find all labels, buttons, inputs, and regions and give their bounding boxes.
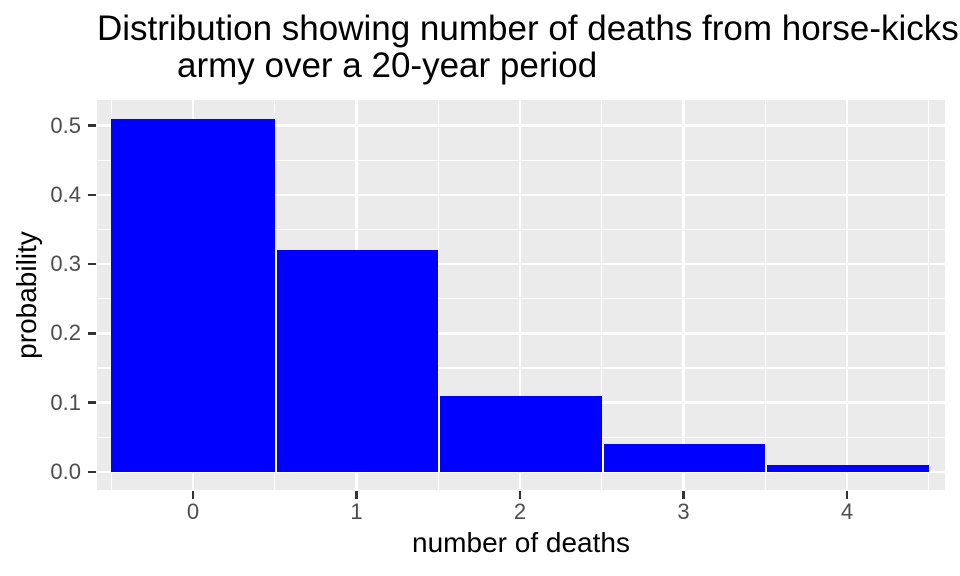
plot-title-line1: Distribution showing number of deaths fr… xyxy=(97,9,959,48)
y-tick-label: 0.5 xyxy=(50,112,81,138)
x-tick-label: 1 xyxy=(350,499,363,524)
x-tick-mark xyxy=(518,491,522,499)
y-tick-label: 0.0 xyxy=(50,459,81,484)
y-tick-mark xyxy=(88,124,96,127)
plot-title: Distribution showing number of deaths fr… xyxy=(97,10,959,84)
x-tick-label: 2 xyxy=(513,499,527,524)
minor-gridline-v xyxy=(764,100,766,490)
plot-panel xyxy=(97,100,945,490)
bar-deaths-0 xyxy=(111,118,275,472)
y-tick-mark xyxy=(88,470,96,474)
minor-gridline-v xyxy=(110,100,112,490)
x-tick-mark xyxy=(682,491,685,499)
y-tick-mark xyxy=(88,262,96,266)
bar-deaths-4 xyxy=(765,465,929,472)
bar-deaths-3 xyxy=(601,444,766,472)
y-tick-mark xyxy=(88,401,96,404)
major-gridline-v xyxy=(682,100,685,490)
x-axis-title: number of deaths xyxy=(0,528,960,558)
x-tick-label: 0 xyxy=(186,499,200,524)
minor-gridline-v xyxy=(928,100,930,490)
y-tick-mark xyxy=(88,193,96,197)
x-axis-title-text: number of deaths xyxy=(412,527,630,558)
y-tick-label: 0.2 xyxy=(50,320,81,346)
plot-title-line2: army over a 20-year period xyxy=(177,46,598,85)
x-tick-mark xyxy=(355,491,358,499)
y-tick-label: 0.3 xyxy=(50,251,81,277)
x-tick-mark xyxy=(191,491,195,499)
major-gridline-v xyxy=(845,100,849,490)
y-tick-label: 0.1 xyxy=(50,389,81,415)
x-tick-mark xyxy=(845,491,849,499)
bar-deaths-2 xyxy=(438,395,602,472)
major-gridline-v xyxy=(518,100,522,490)
x-tick-label: 3 xyxy=(677,499,690,524)
x-tick-label: 4 xyxy=(840,499,854,524)
y-tick-label: 0.4 xyxy=(50,181,81,207)
minor-gridline-v xyxy=(601,100,603,490)
y-tick-mark xyxy=(88,332,96,335)
bar-deaths-1 xyxy=(274,250,439,472)
